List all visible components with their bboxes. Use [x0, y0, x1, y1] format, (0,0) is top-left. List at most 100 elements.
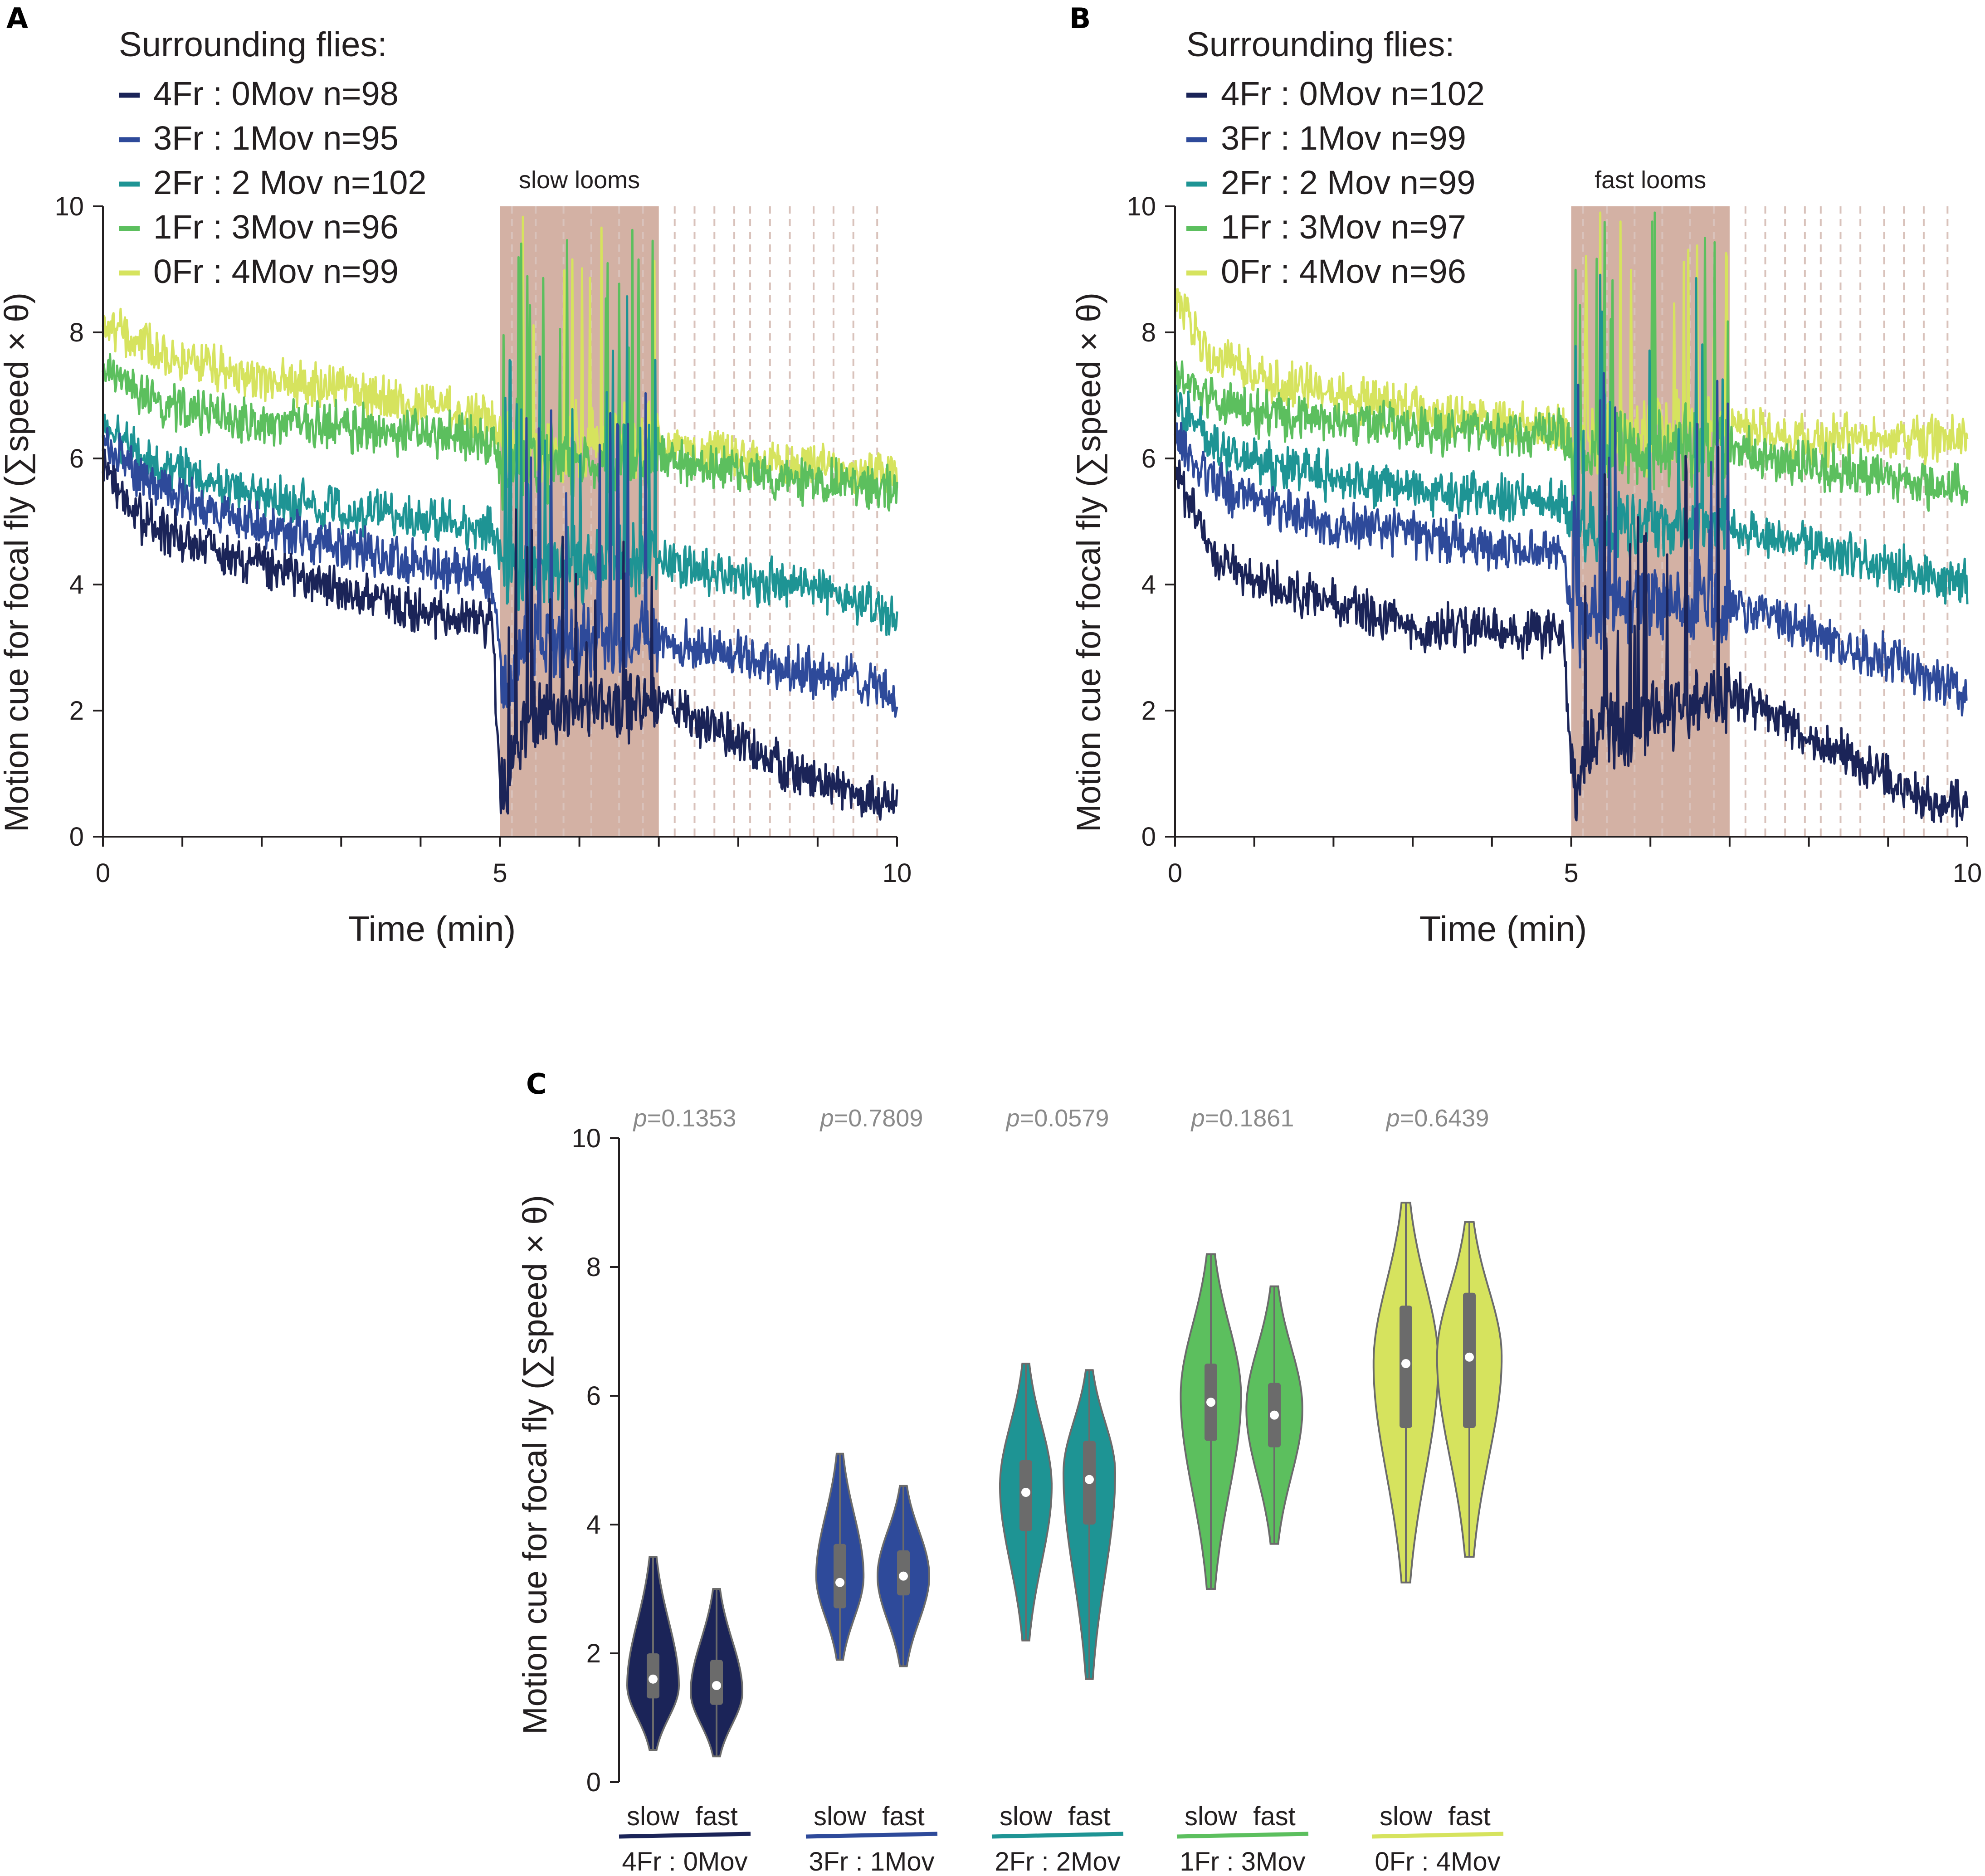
- legend-entry-2: 2Fr : 2 Mov n=99: [1221, 164, 1475, 201]
- legend-title-b: Surrounding flies:: [1186, 25, 1454, 64]
- y-axis-label-c: Motion cue for focal fly (∑speed × θ): [516, 1195, 554, 1735]
- violin-median: [649, 1674, 658, 1684]
- x-tick-label: 0: [96, 858, 110, 888]
- series-a: [102, 215, 898, 821]
- group-labels-c: slow fast 4Fr : 0Mov slow fast 3Fr : 1Mov slow…: [619, 1802, 1504, 1876]
- x-tick-label: 10: [883, 858, 912, 888]
- y-tick-label: 2: [1141, 696, 1156, 726]
- x-tick-label: 0: [1168, 858, 1182, 888]
- y-tick-label: 2: [586, 1639, 601, 1668]
- panel-letter-c: C: [526, 1067, 547, 1101]
- loom-marks-b: [1582, 206, 1949, 837]
- y-tick-label: 6: [586, 1381, 601, 1411]
- violin-median: [1270, 1410, 1279, 1420]
- legend-entry-4: 0Fr : 4Mov n=96: [1221, 253, 1466, 290]
- violin-median: [1206, 1398, 1215, 1407]
- legend-a: 4Fr : 0Mov n=98 3Fr : 1Mov n=95 2Fr : 2 Mo…: [119, 75, 427, 290]
- legend-entry-3: 1Fr : 3Mov n=96: [153, 208, 399, 246]
- series-line-1: [102, 392, 898, 718]
- legend-entry-1: 3Fr : 1Mov n=95: [153, 119, 399, 157]
- panel-c: C p=0.1353 p=0.7809 p=0.0579 p=0.1861 p=0.64…: [516, 1067, 1504, 1876]
- legend-entry-2: 2Fr : 2 Mov n=102: [153, 164, 427, 201]
- legend-b: 4Fr : 0Mov n=102 3Fr : 1Mov n=99 2Fr : 2 M…: [1186, 75, 1485, 290]
- panel-letter-a: A: [6, 2, 28, 35]
- y-tick-label: 10: [54, 192, 84, 221]
- y-tick-label: 4: [69, 570, 84, 599]
- series-line-3: [102, 229, 898, 512]
- y-tick-label: 4: [1141, 570, 1156, 599]
- x-tick-label: 5: [1564, 858, 1578, 888]
- legend-title-a: Surrounding flies:: [119, 25, 387, 64]
- panel-letter-b: B: [1069, 2, 1091, 35]
- y-tick-label: 10: [571, 1124, 601, 1153]
- y-tick-label: 6: [69, 444, 84, 473]
- condition-label-fast: fast: [1448, 1802, 1491, 1831]
- y-tick-label: 2: [69, 696, 84, 726]
- y-tick-label: 0: [69, 822, 84, 852]
- condition-label-slow: slow: [1000, 1802, 1053, 1831]
- condition-label-slow: slow: [627, 1802, 680, 1831]
- group-underline-0: [619, 1832, 751, 1839]
- violins-c: [626, 1202, 1503, 1758]
- violin-median: [1021, 1488, 1030, 1497]
- violin-median: [1465, 1352, 1474, 1362]
- group-label-0: 4Fr : 0Mov: [622, 1847, 747, 1876]
- group-underline-1: [805, 1832, 938, 1839]
- violin-median: [1085, 1475, 1094, 1484]
- series-line-4: [102, 215, 898, 496]
- y-tick-label: 10: [1127, 192, 1156, 221]
- panel-b: B Surrounding flies: 4Fr : 0Mov n=102 3Fr…: [1069, 2, 1982, 949]
- axes-c: 0 2 4 6 8 10: [571, 1124, 620, 1797]
- legend-entry-0: 4Fr : 0Mov n=102: [1221, 75, 1485, 112]
- p-value-4: p=0.6439: [1385, 1105, 1489, 1132]
- condition-label-fast: fast: [695, 1802, 738, 1831]
- y-tick-label: 6: [1141, 444, 1156, 473]
- p-value-3: p=0.1861: [1190, 1105, 1294, 1132]
- series-line-2: [102, 295, 898, 636]
- p-value-2: p=0.0579: [1005, 1105, 1109, 1132]
- axes-b: 0 2 4 6 8 10 0 5 10: [1127, 192, 1982, 888]
- series-line-0: [1174, 446, 1969, 828]
- legend-entry-3: 1Fr : 3Mov n=97: [1221, 208, 1466, 246]
- y-tick-label: 8: [586, 1252, 601, 1282]
- y-axis-label-a: Motion cue for focal fly (∑speed × θ): [0, 292, 35, 832]
- group-underline-2: [991, 1832, 1124, 1839]
- condition-label-fast: fast: [1253, 1802, 1296, 1831]
- condition-label-slow: slow: [1380, 1802, 1433, 1831]
- y-tick-label: 0: [586, 1768, 601, 1797]
- legend-entry-1: 3Fr : 1Mov n=99: [1221, 119, 1466, 157]
- series-line-0: [102, 448, 898, 821]
- shade-label-a: slow looms: [519, 166, 640, 194]
- panel-a: A Surrounding flies: 4Fr : 0Mov n=98 3Fr …: [0, 2, 912, 949]
- y-tick-label: 4: [586, 1510, 601, 1540]
- x-axis-label-a: Time (min): [348, 909, 516, 949]
- group-label-3: 1Fr : 3Mov: [1180, 1847, 1305, 1876]
- y-tick-label: 8: [1141, 318, 1156, 347]
- group-underline-4: [1371, 1832, 1504, 1839]
- axes-a: 0 2 4 6 8 10 0 5 10: [54, 192, 912, 888]
- x-tick-label: 5: [493, 858, 507, 888]
- x-axis-label-b: Time (min): [1419, 909, 1587, 949]
- violin-median: [1401, 1359, 1410, 1368]
- x-tick-label: 10: [1953, 858, 1982, 888]
- group-label-4: 0Fr : 4Mov: [1375, 1847, 1500, 1876]
- series-line-1: [1174, 372, 1968, 716]
- y-axis-label-b: Motion cue for focal fly (∑speed × θ): [1070, 292, 1107, 832]
- condition-label-slow: slow: [814, 1802, 867, 1831]
- violin-median: [835, 1578, 844, 1587]
- violin-median: [899, 1571, 908, 1581]
- shade-label-b: fast looms: [1595, 166, 1706, 194]
- violin-median: [712, 1681, 721, 1690]
- p-values-c: p=0.1353 p=0.7809 p=0.0579 p=0.1861 p=0.6439: [633, 1105, 1489, 1132]
- condition-label-slow: slow: [1185, 1802, 1238, 1831]
- series-line-3: [1174, 211, 1969, 512]
- legend-entry-0: 4Fr : 0Mov n=98: [153, 75, 399, 112]
- series-line-2: [1174, 273, 1969, 605]
- group-underline-3: [1176, 1832, 1309, 1839]
- condition-label-fast: fast: [1068, 1802, 1111, 1831]
- legend-entry-4: 0Fr : 4Mov n=99: [153, 253, 399, 290]
- condition-label-fast: fast: [882, 1802, 925, 1831]
- violin-iqr-box: [834, 1544, 846, 1608]
- y-tick-label: 0: [1141, 822, 1156, 852]
